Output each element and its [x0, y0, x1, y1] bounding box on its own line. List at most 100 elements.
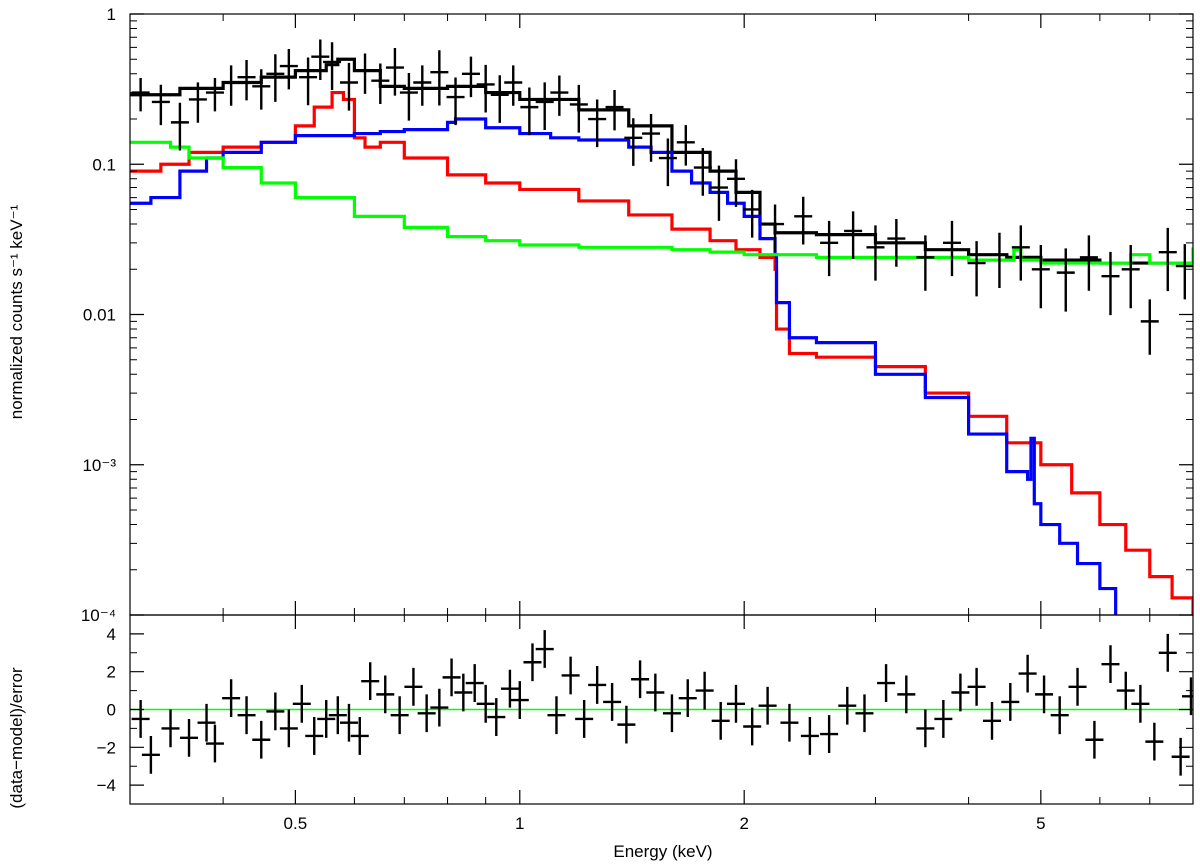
data-point [430, 50, 449, 106]
residual-point [646, 673, 665, 712]
residual-point [855, 694, 874, 733]
residual-point [131, 700, 150, 738]
residual-point [442, 658, 461, 697]
data-point [942, 220, 961, 277]
residual-point [205, 724, 224, 763]
data-point [766, 204, 785, 253]
data-points [131, 39, 1193, 355]
data-point [693, 148, 712, 196]
data-point [151, 84, 170, 126]
residual-point [951, 673, 970, 712]
data-point [205, 78, 224, 112]
data-point [520, 87, 539, 136]
data-point [1121, 245, 1140, 309]
residual-point [780, 703, 799, 742]
residual-point [339, 703, 358, 742]
data-point [743, 189, 762, 238]
residual-point [1145, 722, 1164, 761]
residual-point [535, 630, 554, 668]
residual-point [1171, 737, 1190, 776]
data-point [266, 54, 285, 102]
data-point [252, 69, 271, 110]
component-2-line [130, 117, 1118, 615]
data-point [887, 219, 906, 267]
residual-point [603, 683, 622, 721]
residual-y-tick-label: 2 [107, 663, 116, 682]
data-point [967, 241, 986, 297]
residual-point [575, 700, 594, 738]
data-point [844, 211, 863, 260]
residual-point [523, 643, 542, 682]
residual-point [547, 696, 566, 735]
data-point [222, 65, 241, 106]
residual-point [222, 679, 241, 718]
residual-point [678, 679, 697, 718]
residual-point [279, 709, 298, 748]
data-point [726, 159, 745, 207]
data-point [339, 62, 358, 111]
y-tick-label: 10⁻³ [82, 456, 116, 475]
y-tick-label: 0.01 [83, 306, 116, 325]
data-point [990, 232, 1009, 289]
residual-point [305, 717, 324, 755]
residual-point [1181, 677, 1193, 716]
data-point [1140, 299, 1159, 355]
residual-point [161, 709, 180, 748]
residual-point [1158, 633, 1177, 672]
residual-point [465, 664, 484, 702]
residual-point [695, 671, 714, 710]
residual-point [1131, 684, 1150, 723]
residual-y-tick-label: 4 [107, 625, 116, 644]
residual-y-tick-label: −2 [97, 738, 116, 757]
data-point [605, 90, 624, 131]
residual-point [252, 720, 271, 759]
data-point [1175, 244, 1193, 300]
residual-point [430, 688, 449, 727]
residual-point [1035, 675, 1054, 714]
data-point [1056, 248, 1075, 312]
data-point [490, 75, 509, 123]
x-tick-label: 2 [739, 814, 748, 833]
data-point [1011, 225, 1030, 281]
residual-point [350, 717, 369, 755]
data-point [820, 220, 839, 277]
residual-point [328, 696, 347, 735]
residual-point [404, 667, 423, 706]
residual-point [877, 664, 896, 702]
y-tick-label: 10⁻⁴ [81, 606, 116, 625]
data-point [916, 235, 935, 291]
residual-point [711, 701, 730, 740]
data-point [237, 60, 256, 101]
data-point [642, 113, 661, 162]
data-point [709, 165, 728, 221]
residual-point [800, 717, 819, 755]
total-model-line [130, 57, 1193, 265]
component-1-line [130, 90, 1193, 615]
data-point [624, 118, 643, 166]
data-point [356, 53, 375, 94]
residual-point [1116, 671, 1135, 710]
residual-point [476, 684, 495, 723]
data-point [188, 82, 207, 123]
residual-point [1050, 696, 1069, 735]
residual-point [662, 694, 681, 733]
x-tick-label: 5 [1036, 814, 1045, 833]
residual-point [588, 666, 607, 704]
residual-y-axis-label: (data−model)/error [7, 667, 26, 809]
y-tick-label: 0.1 [92, 155, 116, 174]
residual-y-tick-label: 0 [107, 701, 116, 720]
residual-point [820, 715, 839, 753]
residual-point [237, 696, 256, 735]
residual-point [617, 705, 636, 744]
data-point [1158, 227, 1177, 292]
residual-points [131, 630, 1193, 776]
residual-y-tick-label: −4 [97, 776, 116, 795]
residual-point [292, 684, 311, 723]
data-point [535, 82, 554, 131]
residual-point [916, 709, 935, 748]
residual-point [317, 700, 336, 738]
residual-point [561, 656, 580, 695]
residual-point [1001, 683, 1020, 721]
residual-point [390, 696, 409, 735]
top-y-axis-label: normalized counts s⁻¹ keV⁻¹ [7, 204, 26, 419]
